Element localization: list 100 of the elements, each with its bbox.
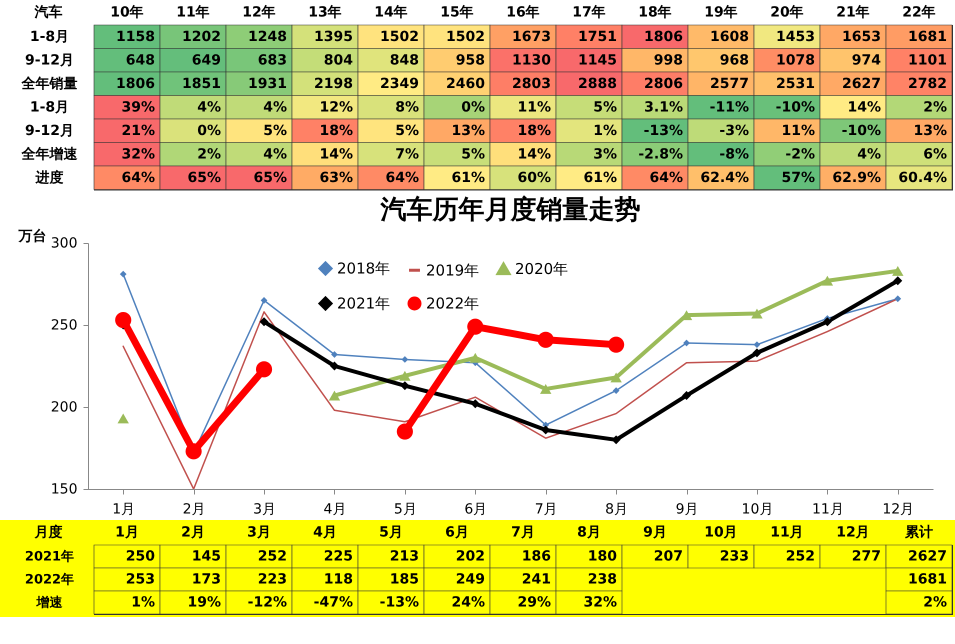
- x-tick-label: 11月: [812, 501, 844, 517]
- data-label: 60%: [517, 170, 551, 186]
- x-tick-label: 8月: [577, 524, 601, 540]
- data-label: 57%: [781, 170, 815, 186]
- data-label: 1681: [908, 28, 947, 45]
- data-label: 5%: [593, 99, 617, 116]
- x-tick-label: 3月: [247, 524, 271, 540]
- data-label: 1608: [710, 28, 749, 45]
- data-label: 180: [588, 548, 618, 564]
- x-tick-label: 18年: [638, 4, 672, 20]
- data-label: 1%: [131, 594, 155, 610]
- x-tick-label: 12月: [882, 501, 914, 517]
- data-label: 2%: [923, 594, 947, 610]
- point: [470, 398, 480, 408]
- data-label: 5%: [461, 146, 485, 162]
- point: [330, 361, 339, 370]
- legend-label: 2020年: [515, 259, 568, 278]
- point: [260, 316, 269, 326]
- data-label: 1502: [380, 28, 419, 45]
- point: [751, 308, 763, 318]
- data-label: 173: [192, 571, 221, 587]
- point: [256, 360, 272, 377]
- data-label: 13%: [913, 122, 947, 139]
- data-label: 252: [258, 548, 287, 564]
- x-tick-label: 7月: [511, 524, 535, 540]
- data-label: 649: [192, 52, 221, 68]
- data-label: 250: [126, 548, 156, 564]
- data-label: 648: [126, 52, 155, 68]
- data-label: 1851: [182, 76, 221, 92]
- y-tick-label: 1-8月: [30, 28, 70, 45]
- point: [682, 390, 692, 400]
- data-label: 62.4%: [700, 170, 749, 186]
- y-tick-label: 1-8月: [30, 99, 70, 116]
- data-label: 223: [258, 571, 287, 587]
- y-tick-label: 2021年: [24, 549, 74, 564]
- data-label: 61%: [451, 170, 485, 186]
- point: [612, 386, 620, 394]
- y-tick-label: 2022年: [24, 572, 74, 587]
- data-label: 63%: [319, 170, 353, 186]
- legend-label: 2022年: [426, 294, 480, 312]
- x-tick-label: 6月: [464, 501, 488, 517]
- y-tick-label: 250: [50, 317, 78, 333]
- x-tick-label: 6月: [445, 524, 469, 540]
- data-label: 145: [192, 548, 221, 564]
- data-label: 2627: [908, 548, 947, 564]
- x-tick-label: 12月: [836, 524, 870, 540]
- x-tick-label: 10月: [704, 524, 738, 540]
- data-label: 5%: [263, 122, 287, 139]
- x-tick-label: 10年: [110, 4, 144, 20]
- data-label: 2531: [776, 76, 815, 92]
- x-tick-label: 3月: [253, 501, 276, 517]
- data-label: 2460: [446, 76, 486, 92]
- point: [186, 442, 202, 459]
- data-label: 1%: [593, 122, 617, 139]
- data-label: 11%: [781, 122, 815, 139]
- data-label: 4%: [857, 146, 881, 162]
- x-tick-label: 2月: [181, 524, 205, 540]
- x-tick-label: 1月: [115, 524, 139, 540]
- data-label: 1653: [842, 28, 881, 45]
- data-label: 1931: [248, 76, 287, 92]
- data-label: 61%: [583, 170, 617, 186]
- data-label: 11%: [517, 99, 551, 116]
- point: [754, 340, 760, 348]
- x-tick-label: 2月: [182, 501, 206, 517]
- x-tick-label: 15年: [440, 4, 474, 20]
- x-tick-label: 10月: [742, 501, 774, 517]
- data-label: -2.8%: [638, 146, 683, 162]
- point: [467, 318, 484, 334]
- data-label: 1158: [116, 28, 155, 45]
- x-tick-label: 17年: [572, 4, 606, 20]
- data-label: 14%: [847, 99, 881, 116]
- x-tick-label: 22年: [902, 4, 936, 20]
- legend-label: 2018年: [337, 259, 390, 278]
- point: [399, 370, 411, 380]
- data-label: 32%: [583, 594, 617, 610]
- data-label: 29%: [517, 594, 551, 610]
- data-label: 3.1%: [644, 99, 683, 116]
- y-tick-label: 全年增速: [20, 146, 78, 162]
- point: [540, 384, 552, 394]
- data-label: 4%: [263, 146, 287, 162]
- data-label: 2627: [842, 76, 881, 92]
- data-label: -13%: [380, 594, 419, 610]
- data-label: 1101: [908, 52, 947, 68]
- data-label: 39%: [121, 99, 155, 116]
- x-tick-label: 7月: [534, 501, 558, 517]
- x-tick-label: 4月: [323, 501, 346, 517]
- data-label: 64%: [121, 170, 155, 186]
- data-label: 2198: [314, 76, 353, 92]
- y-axis-title: 月度: [34, 523, 62, 540]
- x-tick-label: 12年: [242, 4, 276, 20]
- data-label: -47%: [314, 594, 353, 610]
- data-label: 21%: [121, 122, 155, 139]
- data-label: 32%: [121, 146, 155, 162]
- point: [470, 352, 481, 362]
- y-tick-label: 300: [50, 235, 78, 251]
- y-axis-title: 万台: [18, 228, 46, 244]
- data-label: 238: [588, 571, 617, 587]
- data-label: 18%: [517, 122, 551, 139]
- x-tick-label: 8月: [605, 501, 628, 517]
- data-label: 7%: [395, 146, 419, 162]
